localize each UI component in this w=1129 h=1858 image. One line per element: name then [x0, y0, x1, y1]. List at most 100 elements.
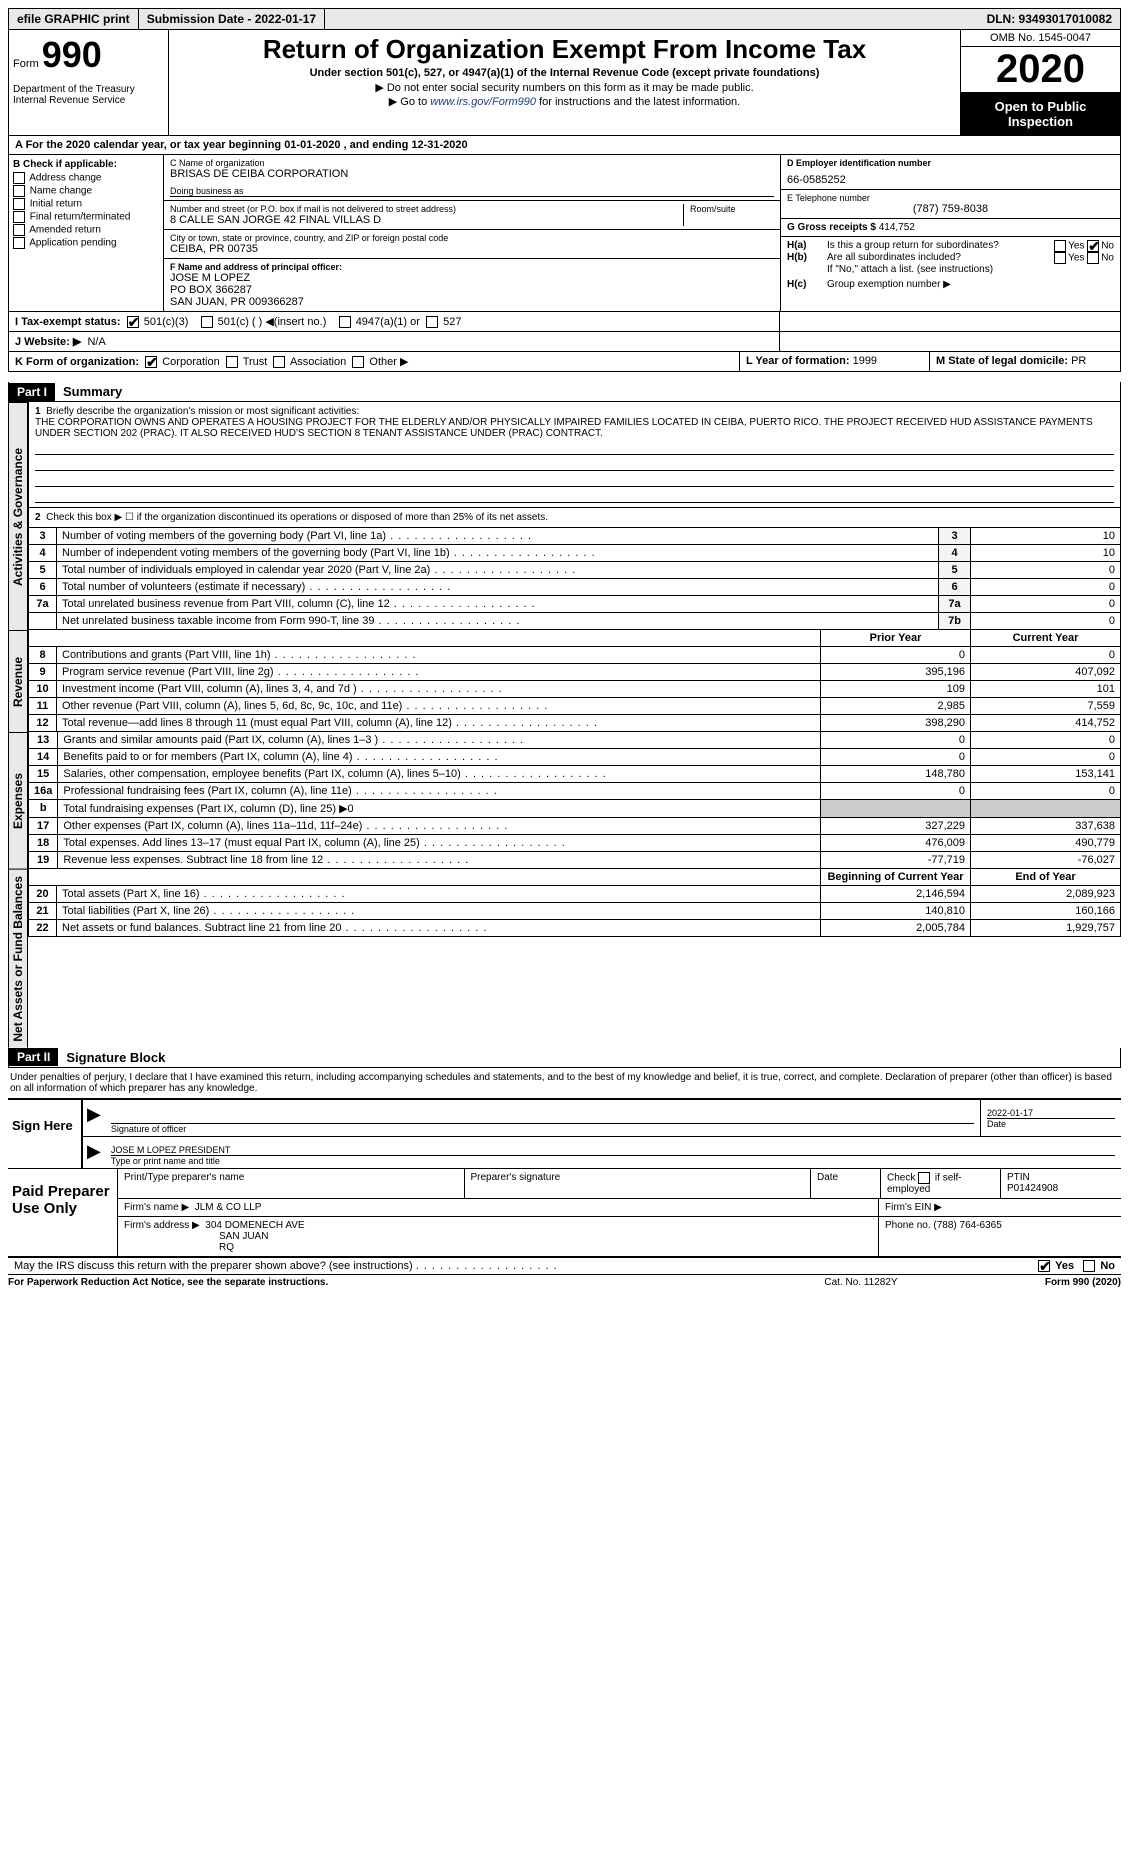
- firm-phone: (788) 764-6365: [933, 1220, 1001, 1231]
- mission-text: THE CORPORATION OWNS AND OPERATES A HOUS…: [35, 417, 1093, 439]
- officer-label: F Name and address of principal officer:: [170, 262, 342, 272]
- officer-print-name: JOSE M LOPEZ PRESIDENT: [111, 1145, 1115, 1156]
- tab-netassets: Net Assets or Fund Balances: [8, 869, 28, 1048]
- city-label: City or town, state or province, country…: [170, 233, 774, 243]
- officer-addr1: PO BOX 366287: [170, 284, 774, 296]
- colb-option[interactable]: Address change: [13, 172, 159, 184]
- table-row: 15Salaries, other compensation, employee…: [29, 766, 1121, 783]
- 501c3-cb[interactable]: [127, 316, 139, 328]
- room-label: Room/suite: [690, 204, 774, 214]
- expenses-table: 13Grants and similar amounts paid (Part …: [28, 732, 1121, 869]
- hb-no-cb[interactable]: [1087, 252, 1099, 264]
- perjury-declaration: Under penalties of perjury, I declare th…: [8, 1068, 1121, 1100]
- ein-label: D Employer identification number: [787, 158, 931, 168]
- submission-date: Submission Date - 2022-01-17: [139, 9, 325, 29]
- discuss-yes-cb[interactable]: [1038, 1260, 1050, 1272]
- dba-label: Doing business as: [170, 186, 774, 197]
- domicile: PR: [1071, 355, 1086, 367]
- colb-option[interactable]: Final return/terminated: [13, 211, 159, 223]
- table-row: Net unrelated business taxable income fr…: [29, 613, 1121, 630]
- colb-option[interactable]: Amended return: [13, 224, 159, 236]
- table-row: 6Total number of volunteers (estimate if…: [29, 579, 1121, 596]
- arrow-icon: ▶: [83, 1137, 105, 1168]
- year-formation: 1999: [853, 355, 877, 367]
- header-left: Form 990 Department of the Treasury Inte…: [9, 30, 169, 135]
- preparer-name-hdr: Print/Type preparer's name: [118, 1169, 465, 1198]
- 4947-cb[interactable]: [339, 316, 351, 328]
- org-name: BRISAS DE CEIBA CORPORATION: [170, 168, 774, 180]
- mission-block: 1 Briefly describe the organization's mi…: [28, 402, 1121, 508]
- corp-cb[interactable]: [145, 356, 157, 368]
- section-governance: Activities & Governance 1 Briefly descri…: [8, 402, 1121, 630]
- table-row: 17Other expenses (Part IX, column (A), l…: [29, 818, 1121, 835]
- gross-receipts: 414,752: [879, 222, 915, 233]
- form-title: Return of Organization Exempt From Incom…: [173, 34, 956, 65]
- q2-block: 2 Check this box ▶ ☐ if the organization…: [28, 508, 1121, 528]
- sign-here-block: Sign Here ▶ Signature of officer 2022-01…: [8, 1100, 1121, 1169]
- trust-cb[interactable]: [226, 356, 238, 368]
- table-row: 19Revenue less expenses. Subtract line 1…: [29, 852, 1121, 869]
- 501c-cb[interactable]: [201, 316, 213, 328]
- form-label: Form: [13, 58, 39, 70]
- colb-option[interactable]: Application pending: [13, 237, 159, 249]
- table-row: 20Total assets (Part X, line 16)2,146,59…: [29, 886, 1121, 903]
- row-a-period: A For the 2020 calendar year, or tax yea…: [8, 136, 1121, 155]
- form-number: 990: [42, 34, 102, 75]
- row-klm: K Form of organization: Corporation Trus…: [8, 352, 1121, 372]
- hb-q: Are all subordinates included?: [827, 252, 1054, 264]
- goto-line: ▶ Go to www.irs.gov/Form990 for instruct…: [173, 95, 956, 108]
- discuss-no-cb[interactable]: [1083, 1260, 1095, 1272]
- city: CEIBA, PR 00735: [170, 243, 774, 255]
- preparer-sig-hdr: Preparer's signature: [465, 1169, 812, 1198]
- paperwork-notice: For Paperwork Reduction Act Notice, see …: [8, 1277, 761, 1288]
- other-cb[interactable]: [352, 356, 364, 368]
- org-name-label: C Name of organization: [170, 158, 774, 168]
- tab-governance: Activities & Governance: [8, 402, 28, 630]
- col-c-f: C Name of organization BRISAS DE CEIBA C…: [164, 155, 780, 311]
- efile-label: efile GRAPHIC print: [9, 9, 139, 29]
- governance-table: 3Number of voting members of the governi…: [28, 528, 1121, 630]
- colb-option[interactable]: Initial return: [13, 198, 159, 210]
- tax-year: 2020: [961, 47, 1120, 93]
- colb-option[interactable]: Name change: [13, 185, 159, 197]
- col-b-checkboxes: B Check if applicable: Address change Na…: [9, 155, 164, 311]
- table-row: 7aTotal unrelated business revenue from …: [29, 596, 1121, 613]
- table-row: 12Total revenue—add lines 8 through 11 (…: [29, 715, 1121, 732]
- table-row: 21Total liabilities (Part X, line 26)140…: [29, 903, 1121, 920]
- open-public: Open to Public Inspection: [961, 93, 1120, 135]
- ha-yes-cb[interactable]: [1054, 240, 1066, 252]
- table-row: 14Benefits paid to or for members (Part …: [29, 749, 1121, 766]
- paid-preparer-block: Paid Preparer Use Only Print/Type prepar…: [8, 1169, 1121, 1258]
- part-1-header: Part I Summary: [8, 382, 1121, 402]
- dln: DLN: 93493017010082: [979, 9, 1120, 29]
- cat-no: Cat. No. 11282Y: [761, 1277, 961, 1288]
- preparer-date-hdr: Date: [811, 1169, 881, 1198]
- table-row: 5Total number of individuals employed in…: [29, 562, 1121, 579]
- discuss-row: May the IRS discuss this return with the…: [8, 1258, 1121, 1275]
- ptin: P01424908: [1007, 1183, 1115, 1194]
- gross-label: G Gross receipts $: [787, 222, 876, 233]
- row-i: I Tax-exempt status: 501(c)(3) 501(c) ( …: [8, 312, 1121, 332]
- form-subtitle: Under section 501(c), 527, or 4947(a)(1)…: [173, 67, 956, 79]
- officer-addr2: SAN JUAN, PR 009366287: [170, 296, 774, 308]
- phone-label: E Telephone number: [787, 193, 1114, 203]
- assoc-cb[interactable]: [273, 356, 285, 368]
- firm-addr2: SAN JUAN RQ: [124, 1231, 872, 1253]
- netassets-table: Beginning of Current YearEnd of Year20To…: [28, 869, 1121, 937]
- self-employed-cb[interactable]: [918, 1172, 930, 1184]
- ha-no-cb[interactable]: [1087, 240, 1099, 252]
- hb-yes-cb[interactable]: [1054, 252, 1066, 264]
- section-expenses: Expenses 13Grants and similar amounts pa…: [8, 732, 1121, 869]
- col-d-e-g-h: D Employer identification number 66-0585…: [780, 155, 1120, 311]
- section-netassets: Net Assets or Fund Balances Beginning of…: [8, 869, 1121, 1048]
- part-2-header: Part II Signature Block: [8, 1048, 1121, 1068]
- table-row: 18Total expenses. Add lines 13–17 (must …: [29, 835, 1121, 852]
- ha-q: Is this a group return for subordinates?: [827, 240, 1054, 252]
- firm-addr1: 304 DOMENECH AVE: [205, 1220, 304, 1231]
- irs-link[interactable]: www.irs.gov/Form990: [430, 96, 536, 108]
- 527-cb[interactable]: [426, 316, 438, 328]
- firm-name: JLM & CO LLP: [195, 1202, 262, 1213]
- table-row: 16aProfessional fundraising fees (Part I…: [29, 783, 1121, 800]
- street: 8 CALLE SAN JORGE 42 FINAL VILLAS D: [170, 214, 677, 226]
- id-grid: B Check if applicable: Address change Na…: [8, 155, 1121, 312]
